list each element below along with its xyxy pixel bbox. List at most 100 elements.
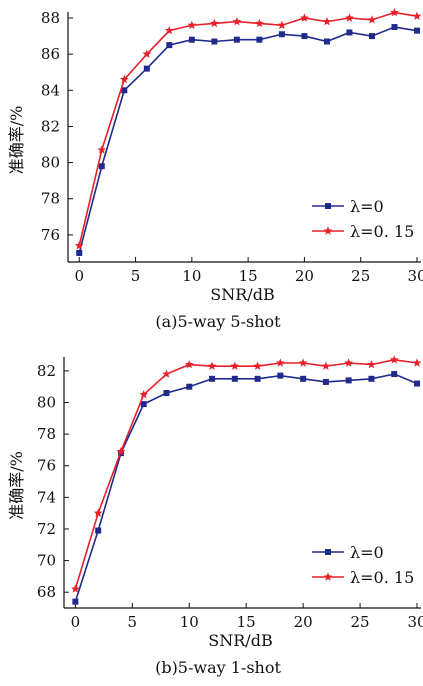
y-axis-title: 准确率/% bbox=[7, 106, 26, 175]
data-point-lambda-0 bbox=[72, 598, 79, 605]
legend-marker-square bbox=[325, 203, 331, 209]
data-point-lambda-0 bbox=[231, 375, 238, 382]
y-tick-label: 78 bbox=[37, 425, 56, 443]
legend-label: λ=0. 15 bbox=[350, 222, 414, 241]
y-tick-label: 80 bbox=[37, 394, 56, 412]
x-tick-label: 10 bbox=[180, 613, 199, 631]
data-point-lambda-0 bbox=[121, 87, 128, 94]
data-point-lambda-0 bbox=[391, 371, 398, 378]
y-tick-label: 78 bbox=[41, 190, 60, 208]
y-tick-label: 68 bbox=[37, 583, 56, 601]
data-point-lambda-015 bbox=[275, 358, 285, 367]
series-line-lambda-015 bbox=[74, 359, 418, 590]
x-axis-title: SNR/dB bbox=[210, 285, 274, 304]
data-point-lambda-015 bbox=[116, 446, 126, 456]
y-tick-label: 76 bbox=[41, 226, 60, 244]
data-point-lambda-015 bbox=[71, 584, 80, 593]
legend-marker-square bbox=[325, 549, 331, 555]
x-tick-label: 25 bbox=[351, 613, 370, 631]
y-tick-label: 88 bbox=[41, 9, 60, 27]
y-tick-label: 70 bbox=[37, 552, 56, 570]
data-point-lambda-0 bbox=[346, 29, 353, 36]
data-point-lambda-0 bbox=[323, 38, 330, 45]
figure-caption: (a)5-way 5-shot bbox=[155, 312, 281, 331]
data-point-lambda-0 bbox=[163, 390, 170, 397]
series-line-lambda-015 bbox=[78, 11, 418, 246]
y-tick-label: 82 bbox=[41, 117, 60, 135]
data-point-lambda-0 bbox=[209, 375, 216, 382]
data-point-lambda-015 bbox=[232, 17, 242, 26]
data-point-lambda-015 bbox=[390, 7, 399, 17]
x-tick-label: 15 bbox=[239, 267, 258, 285]
data-point-lambda-0 bbox=[98, 163, 105, 170]
data-point-lambda-0 bbox=[166, 42, 173, 49]
data-point-lambda-0 bbox=[345, 377, 352, 384]
y-tick-label: 76 bbox=[37, 457, 56, 475]
y-tick-label: 86 bbox=[41, 45, 60, 63]
data-point-lambda-0 bbox=[300, 375, 307, 382]
data-point-lambda-015 bbox=[253, 361, 262, 370]
legend-marker-star bbox=[323, 226, 333, 235]
data-point-lambda-015 bbox=[322, 17, 332, 26]
x-tick-label: 5 bbox=[131, 267, 141, 285]
legend-label: λ=0 bbox=[350, 543, 384, 562]
legend-label: λ=0. 15 bbox=[350, 568, 414, 587]
data-point-lambda-015 bbox=[139, 390, 149, 399]
data-point-lambda-0 bbox=[322, 378, 329, 385]
data-point-lambda-015 bbox=[187, 20, 197, 29]
x-tick-label: 10 bbox=[182, 267, 201, 285]
x-tick-label: 20 bbox=[294, 613, 313, 631]
data-point-lambda-0 bbox=[277, 372, 284, 379]
data-point-lambda-0 bbox=[414, 27, 420, 34]
data-point-lambda-015 bbox=[184, 359, 194, 369]
x-tick-label: 15 bbox=[237, 613, 256, 631]
data-point-lambda-015 bbox=[162, 369, 171, 378]
data-point-lambda-015 bbox=[93, 508, 103, 517]
data-point-lambda-0 bbox=[140, 401, 147, 408]
y-tick-label: 72 bbox=[37, 520, 56, 538]
legend-marker-star bbox=[323, 572, 333, 581]
data-point-lambda-015 bbox=[344, 358, 354, 367]
data-point-lambda-0 bbox=[143, 65, 150, 72]
chart-b: 68 70 72 74 76 78 80 82 0 5 10 15 20 25 30 SNR/dB 准确率/% (… bbox=[7, 355, 423, 677]
x-tick-label: 0 bbox=[71, 613, 81, 631]
data-point-lambda-0 bbox=[254, 375, 261, 382]
data-point-lambda-015 bbox=[277, 20, 287, 29]
data-point-lambda-015 bbox=[97, 145, 107, 154]
data-point-lambda-015 bbox=[298, 358, 308, 367]
y-axis-title: 准确率/% bbox=[7, 451, 26, 520]
series-line-lambda-0 bbox=[78, 26, 418, 254]
data-point-lambda-015 bbox=[164, 26, 174, 35]
data-point-lambda-015 bbox=[255, 18, 264, 28]
y-tick-label: 74 bbox=[37, 488, 56, 506]
x-tick-label: 30 bbox=[407, 613, 423, 631]
data-point-lambda-0 bbox=[76, 249, 83, 256]
data-point-lambda-0 bbox=[391, 24, 398, 31]
data-point-lambda-0 bbox=[233, 36, 240, 43]
data-point-lambda-015 bbox=[74, 241, 84, 250]
data-point-lambda-015 bbox=[119, 74, 129, 84]
data-point-lambda-015 bbox=[300, 13, 309, 22]
data-point-lambda-015 bbox=[230, 361, 240, 370]
data-point-lambda-0 bbox=[368, 33, 375, 40]
data-point-lambda-015 bbox=[321, 361, 331, 370]
data-point-lambda-0 bbox=[368, 375, 375, 382]
data-point-lambda-0 bbox=[186, 383, 193, 390]
y-tick-label: 84 bbox=[41, 81, 60, 99]
data-point-lambda-0 bbox=[301, 33, 308, 40]
data-point-lambda-015 bbox=[142, 49, 152, 58]
series-line-lambda-0 bbox=[74, 373, 418, 602]
data-point-lambda-0 bbox=[256, 36, 263, 43]
data-point-lambda-015 bbox=[367, 359, 376, 369]
data-point-lambda-015 bbox=[412, 11, 422, 20]
data-point-lambda-015 bbox=[209, 18, 219, 28]
data-point-lambda-015 bbox=[207, 361, 217, 370]
y-tick-label: 82 bbox=[37, 362, 56, 380]
legend-label: λ=0 bbox=[350, 197, 384, 216]
x-tick-label: 25 bbox=[351, 267, 370, 285]
x-tick-label: 5 bbox=[128, 613, 138, 631]
y-tick-label: 80 bbox=[41, 154, 60, 172]
data-point-lambda-0 bbox=[211, 38, 218, 45]
data-point-lambda-015 bbox=[367, 15, 377, 24]
x-axis-title: SNR/dB bbox=[208, 631, 272, 650]
